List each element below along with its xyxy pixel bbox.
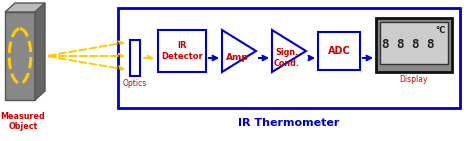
FancyBboxPatch shape: [130, 40, 140, 76]
Text: Amp: Amp: [226, 53, 248, 62]
Polygon shape: [222, 30, 256, 72]
FancyBboxPatch shape: [376, 18, 452, 72]
Polygon shape: [35, 3, 45, 100]
Polygon shape: [272, 30, 306, 72]
Text: Measured
Object: Measured Object: [0, 112, 46, 131]
FancyBboxPatch shape: [5, 12, 35, 100]
FancyBboxPatch shape: [380, 22, 448, 64]
FancyBboxPatch shape: [158, 30, 206, 72]
Text: IR
Detector: IR Detector: [161, 41, 203, 61]
FancyBboxPatch shape: [318, 32, 360, 70]
Text: °C: °C: [436, 26, 446, 35]
Text: 8 8 8 8: 8 8 8 8: [383, 38, 435, 50]
Text: IR Thermometer: IR Thermometer: [238, 118, 340, 128]
Text: Display: Display: [400, 75, 428, 84]
Polygon shape: [5, 3, 45, 12]
Text: ADC: ADC: [328, 46, 350, 56]
Text: Optics: Optics: [123, 79, 147, 88]
Text: Sign.
Cond.: Sign. Cond.: [274, 48, 300, 68]
